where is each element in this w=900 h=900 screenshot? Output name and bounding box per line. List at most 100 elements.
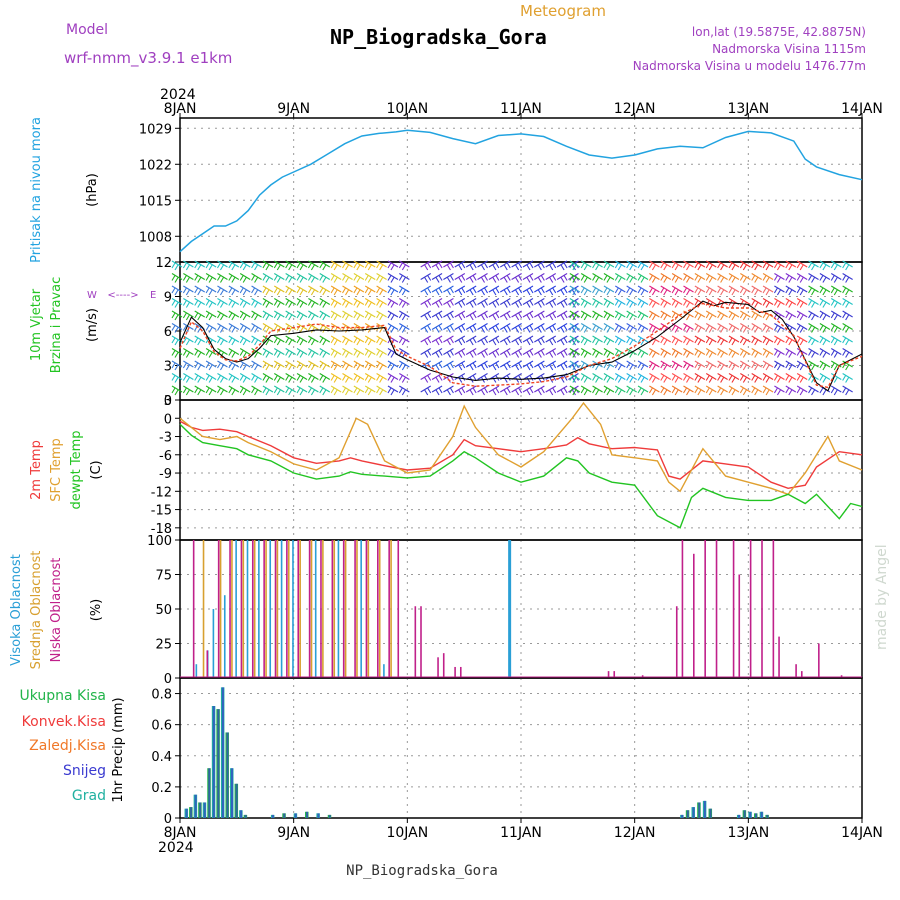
wind-barb bbox=[773, 335, 785, 346]
precip-legend-2: Zaledj.Kisa bbox=[29, 738, 106, 754]
wind-barb bbox=[534, 348, 545, 358]
wind-barb bbox=[694, 360, 706, 371]
wind-barb bbox=[842, 260, 853, 271]
wind-barb bbox=[671, 273, 683, 283]
precip-snow-bar bbox=[294, 813, 297, 818]
wind-barb bbox=[556, 323, 568, 333]
wind-barb bbox=[671, 260, 683, 271]
wind-barb bbox=[728, 373, 740, 383]
wind-barb bbox=[239, 273, 251, 283]
precip-snow-bar bbox=[244, 814, 247, 818]
precip-legend-1: Konvek.Kisa bbox=[22, 714, 106, 730]
wind-barb bbox=[420, 285, 432, 296]
wind-barb bbox=[796, 373, 808, 383]
cloud-bar bbox=[704, 540, 706, 677]
wind-barb bbox=[671, 298, 683, 308]
panels-layer bbox=[175, 113, 863, 823]
cloud-bar bbox=[342, 540, 345, 677]
wind-barb bbox=[420, 323, 432, 333]
wind-barb bbox=[569, 385, 581, 396]
wind-barb bbox=[364, 260, 376, 271]
wind-barb bbox=[762, 360, 774, 371]
wind-barb bbox=[216, 385, 228, 396]
cloud-bar bbox=[772, 540, 775, 677]
wind-barb bbox=[443, 348, 454, 358]
wind-barb bbox=[705, 348, 717, 358]
wind-barb bbox=[488, 285, 500, 296]
wind-barb bbox=[511, 335, 523, 346]
y-tick-label: 50 bbox=[155, 603, 172, 618]
wind-barb bbox=[830, 273, 842, 283]
cloud-bar bbox=[212, 609, 215, 677]
grid-pressure bbox=[180, 118, 862, 262]
wind-barb bbox=[556, 385, 568, 396]
wind-barb bbox=[773, 348, 785, 358]
wind-barb bbox=[398, 260, 410, 271]
compass-west: W bbox=[87, 290, 97, 301]
wind-barb bbox=[387, 323, 399, 333]
wind-barb bbox=[398, 385, 410, 396]
wind-barb bbox=[660, 260, 672, 271]
precip-snow-bar bbox=[698, 802, 701, 818]
wind-barb bbox=[603, 348, 615, 358]
wind-barb bbox=[762, 335, 774, 346]
wind-barb bbox=[420, 385, 432, 396]
y-tick-label: -18 bbox=[151, 522, 172, 537]
wind-barb bbox=[342, 385, 353, 396]
wind-barb bbox=[545, 323, 557, 333]
wind-barb bbox=[353, 385, 365, 396]
wind-barb bbox=[205, 273, 217, 283]
wind-barb bbox=[773, 373, 785, 383]
wind-barb bbox=[342, 335, 353, 346]
cloud-bar bbox=[414, 606, 417, 677]
wind-barb bbox=[796, 298, 808, 308]
wind-barb bbox=[454, 273, 466, 283]
wind-barb bbox=[319, 335, 331, 346]
precip-snow-bar bbox=[681, 814, 684, 818]
wind-barb bbox=[534, 310, 545, 321]
wind-barb bbox=[239, 260, 251, 271]
wind-barb bbox=[296, 260, 308, 271]
cloud-bar bbox=[274, 540, 277, 677]
wind-barb bbox=[273, 360, 285, 371]
cloud-bar bbox=[693, 553, 695, 677]
wind-barb bbox=[285, 360, 296, 371]
wind-barb bbox=[694, 260, 706, 271]
wind-barb bbox=[420, 298, 432, 308]
precip-snow-bar bbox=[737, 814, 740, 818]
wind-barb bbox=[296, 310, 308, 321]
wind-barb bbox=[387, 385, 399, 396]
wind-barb bbox=[239, 373, 251, 383]
cloud-bar bbox=[240, 540, 243, 677]
wind-barb bbox=[637, 385, 649, 396]
y-tick-label: 25 bbox=[155, 638, 172, 653]
wind-barb bbox=[660, 335, 672, 346]
wind-barb bbox=[522, 273, 534, 283]
wind-barb bbox=[569, 323, 581, 333]
wind-barb bbox=[511, 323, 523, 333]
wind-barb bbox=[443, 298, 454, 308]
wind-barb bbox=[545, 348, 557, 358]
wind-barb bbox=[819, 273, 831, 283]
wind-barb bbox=[319, 385, 331, 396]
wind-barb bbox=[785, 285, 797, 296]
wind-barb bbox=[592, 373, 603, 383]
wind-barb bbox=[592, 348, 603, 358]
wind-barb bbox=[239, 385, 251, 396]
y-tick-label: -9 bbox=[159, 467, 172, 482]
wind-barb bbox=[592, 323, 603, 333]
wind-barb bbox=[511, 285, 523, 296]
wind-barb bbox=[499, 310, 511, 321]
wind-barb bbox=[626, 260, 637, 271]
wind-barb bbox=[499, 348, 511, 358]
wind-barb bbox=[364, 360, 376, 371]
wind-barb bbox=[717, 285, 728, 296]
wind-barb bbox=[454, 348, 466, 358]
wind-barb bbox=[342, 348, 353, 358]
wind-barb bbox=[239, 335, 251, 346]
wind-barb bbox=[307, 385, 319, 396]
wind-barb bbox=[796, 310, 808, 321]
wind-barb bbox=[251, 373, 262, 383]
wind-barb bbox=[194, 285, 206, 296]
cloud-bar bbox=[437, 657, 439, 677]
